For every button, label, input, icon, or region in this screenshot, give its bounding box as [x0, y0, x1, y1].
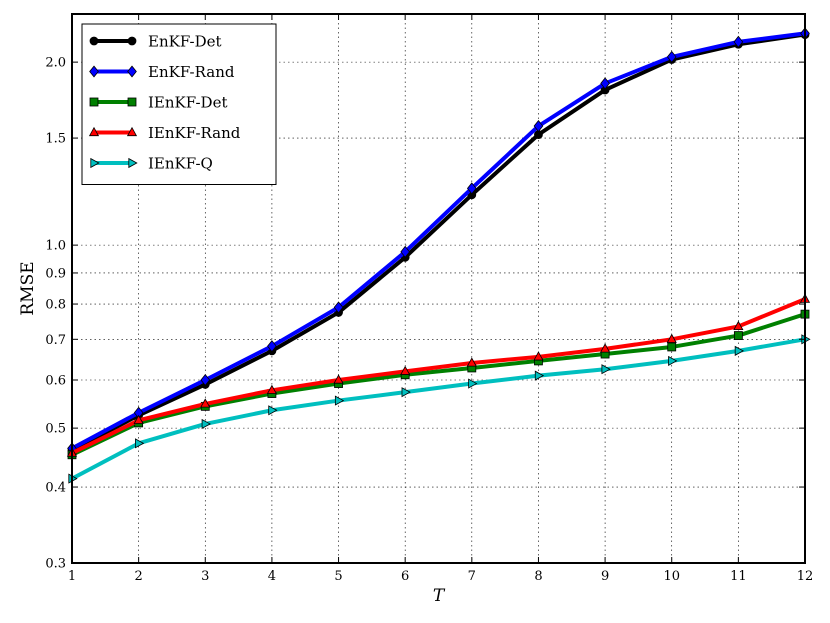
marker-circle — [89, 36, 99, 46]
marker-triangle-right — [334, 395, 345, 406]
legend-item: EnKF-Rand — [89, 63, 235, 81]
marker-triangle-right — [468, 378, 478, 389]
marker-diamond — [733, 35, 744, 48]
marker-diamond — [200, 373, 211, 387]
legend-item: EnKF-Det — [89, 33, 222, 51]
y-tick-labels: 0.3 0.4 0.5 0.6 0.7 0.8 0.9 1.0 1.5 2.0 — [45, 56, 66, 572]
marker-triangle-right — [128, 157, 138, 169]
marker-triangle-up — [88, 126, 100, 137]
marker-triangle-right — [268, 405, 278, 416]
marker-circle — [127, 36, 137, 46]
y-tick-label: 0.7 — [45, 333, 66, 348]
series-enkf-rand — [67, 27, 810, 455]
marker-diamond — [666, 50, 677, 63]
marker-diamond — [533, 120, 544, 133]
legend-label: IEnKF-Q — [148, 155, 213, 173]
y-tick-label: 1.0 — [45, 239, 66, 254]
marker-square — [733, 331, 743, 340]
y-tick-label: 0.3 — [45, 557, 66, 572]
x-tick-label: 12 — [797, 569, 814, 584]
series-layer — [66, 27, 811, 484]
legend-item: IEnKF-Q — [90, 155, 213, 173]
marker-triangle-right — [534, 370, 545, 381]
y-tick-label: 0.5 — [45, 422, 66, 437]
series-line — [71, 337, 806, 481]
marker-diamond — [127, 65, 137, 78]
series-line — [71, 297, 806, 455]
marker-triangle-up — [733, 320, 744, 331]
legend-item: IEnKF-Rand — [88, 124, 241, 142]
marker-diamond — [333, 301, 344, 314]
x-tick-label: 7 — [468, 569, 476, 584]
series-line — [71, 31, 806, 451]
y-tick-label: 0.4 — [45, 481, 66, 496]
y-tick-label: 0.8 — [45, 298, 66, 313]
y-tick-label: 0.9 — [45, 266, 66, 281]
y-axis-title: RMSE — [18, 261, 38, 315]
x-tick-label: 9 — [601, 569, 609, 584]
legend-label: IEnKF-Rand — [148, 124, 241, 142]
legend-label: EnKF-Rand — [148, 63, 235, 81]
axis-ticks — [71, 14, 806, 564]
legend-label: EnKF-Det — [148, 33, 222, 51]
x-axis-title: T — [433, 586, 446, 606]
marker-triangle-up — [266, 384, 277, 394]
marker-square — [89, 97, 99, 107]
marker-triangle-up — [133, 414, 144, 424]
marker-triangle-up — [400, 365, 411, 375]
marker-triangle-right — [734, 345, 744, 356]
marker-diamond — [400, 245, 411, 258]
marker-triangle-right — [90, 157, 100, 169]
x-tick-label: 8 — [534, 569, 542, 584]
series-line — [71, 32, 806, 452]
y-tick-label: 1.5 — [45, 132, 66, 147]
marker-triangle-right — [135, 438, 145, 449]
series-ienkf-rand — [66, 293, 811, 457]
marker-square — [667, 342, 677, 352]
legend-label: IEnKF-Det — [148, 94, 227, 112]
marker-triangle-up — [333, 374, 344, 384]
x-tick-label: 6 — [401, 569, 409, 584]
marker-triangle-up — [666, 333, 677, 343]
legend-item: IEnKF-Det — [89, 94, 227, 112]
x-tick-label: 3 — [201, 569, 209, 584]
marker-triangle-up — [533, 351, 544, 361]
legend-box — [81, 23, 277, 185]
marker-triangle-up — [466, 357, 477, 367]
x-tick-label: 5 — [334, 569, 342, 584]
x-tick-labels: 1 2 3 4 5 6 7 8 9 10 11 12 — [68, 569, 813, 584]
marker-diamond — [267, 340, 277, 353]
x-tick-label: 11 — [730, 569, 747, 584]
legend: EnKF-Det EnKF-Rand IEnKF-Det IEnKF-Rand IEnK… — [81, 23, 277, 185]
x-tick-label: 10 — [663, 569, 680, 584]
y-tick-label: 0.6 — [45, 374, 66, 389]
marker-triangle-right — [668, 355, 678, 366]
series-line — [71, 312, 806, 457]
marker-triangle-up — [600, 343, 611, 353]
marker-triangle-up — [200, 398, 211, 408]
plot-frame — [71, 13, 806, 564]
marker-triangle-up — [126, 126, 138, 137]
marker-triangle-right — [201, 418, 211, 430]
marker-diamond — [466, 182, 477, 195]
x-tick-label: 2 — [134, 569, 142, 584]
y-tick-label: 2.0 — [45, 56, 66, 71]
marker-triangle-right — [401, 387, 411, 398]
marker-diamond — [89, 65, 99, 78]
x-tick-label: 4 — [268, 569, 276, 584]
marker-triangle-right — [601, 364, 611, 375]
marker-square — [127, 97, 137, 107]
marker-diamond — [600, 77, 610, 90]
x-tick-label: 1 — [68, 569, 76, 584]
